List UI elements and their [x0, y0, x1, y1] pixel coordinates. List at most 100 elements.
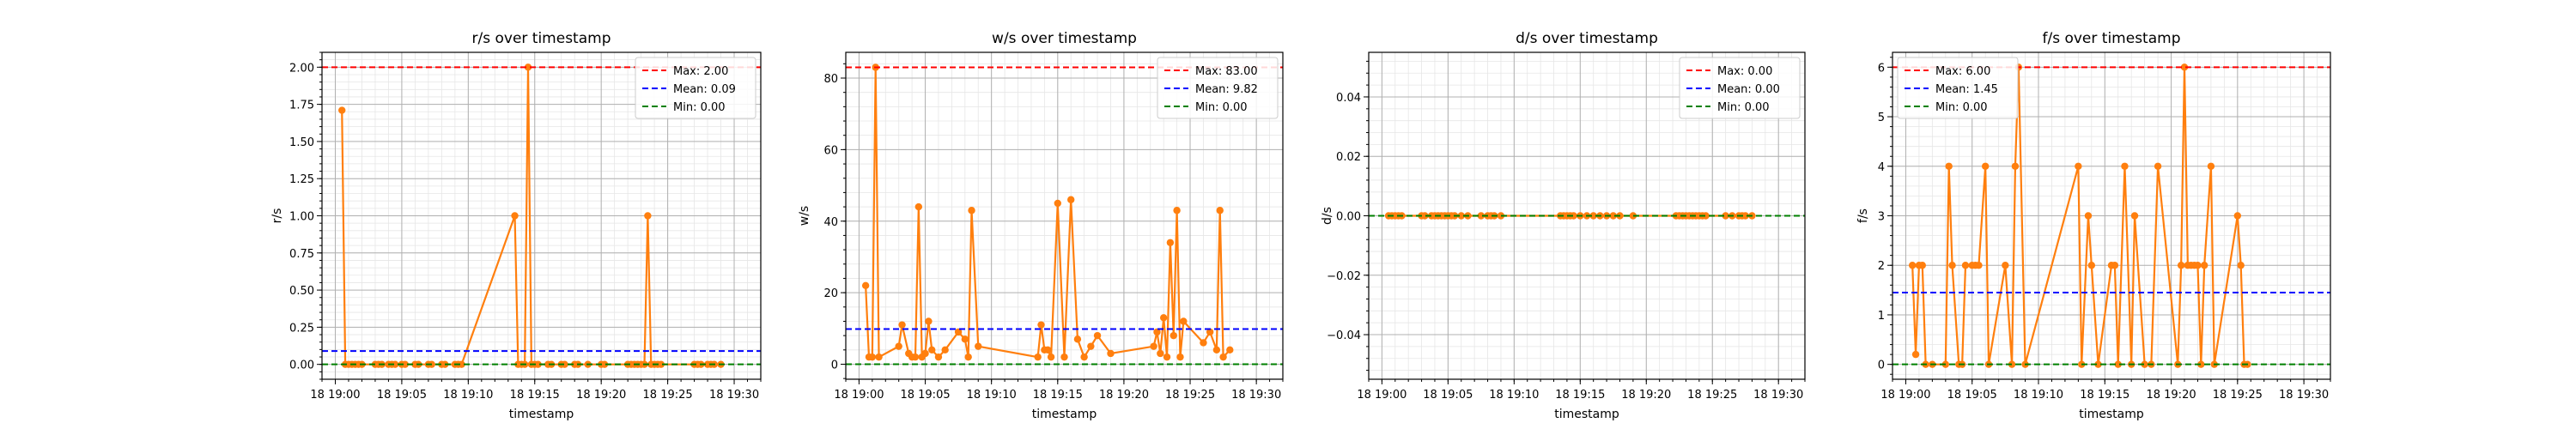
- data-point: [644, 212, 652, 220]
- data-point: [911, 353, 920, 361]
- data-point: [1170, 331, 1177, 340]
- chart-panel-3: 18 19:00 18 19:05 18 19:10 18 19:15 18 19:20…: [1321, 30, 1806, 421]
- data-point: [1212, 346, 1221, 354]
- x-tick-label: 18 19:30: [1231, 389, 1281, 402]
- x-tick-label: 18 19:00: [1880, 389, 1930, 402]
- x-axis-label: timestamp: [2079, 408, 2144, 421]
- y-tick-label: 2.00: [289, 62, 314, 75]
- data-point: [1037, 321, 1045, 329]
- y-tick-label: 1.25: [289, 173, 314, 186]
- data-point: [401, 360, 409, 368]
- x-axis-label: timestamp: [1554, 408, 1619, 421]
- data-point: [875, 353, 883, 361]
- y-tick-label: 60: [823, 144, 838, 157]
- data-point: [868, 353, 877, 361]
- y-tick-label: 6: [1878, 62, 1885, 75]
- legend-box: [635, 57, 756, 119]
- data-point: [1073, 335, 1082, 343]
- chart-panel-2: 18 19:00 18 19:05 18 19:10 18 19:15 18 19:20…: [798, 30, 1284, 421]
- data-point: [961, 335, 969, 343]
- data-point: [1044, 346, 1052, 354]
- data-point: [1157, 349, 1164, 358]
- data-point: [2002, 262, 2009, 269]
- data-point: [1153, 328, 1161, 336]
- data-point: [1629, 212, 1637, 220]
- legend-box: [1157, 57, 1279, 119]
- data-point: [1226, 346, 1234, 354]
- data-point: [391, 360, 399, 368]
- x-tick-label: 18 19:25: [1165, 389, 1215, 402]
- y-tick-label: 0.04: [1336, 92, 1361, 105]
- data-point: [914, 202, 923, 211]
- data-point: [1421, 212, 1429, 220]
- data-point: [2121, 162, 2129, 170]
- data-point: [657, 360, 665, 368]
- legend-label: Max: 83.00: [1195, 65, 1258, 78]
- data-point: [1722, 212, 1729, 220]
- data-point: [1087, 342, 1095, 350]
- legend-label: Mean: 1.45: [1935, 83, 1998, 96]
- data-point: [2180, 63, 2189, 71]
- x-tick-label: 18 19:20: [1621, 389, 1671, 402]
- data-point: [1477, 212, 1485, 220]
- x-tick-label: 18 19:05: [1423, 389, 1473, 402]
- legend: Max: 2.00 Mean: 0.09 Min: 0.00: [635, 57, 756, 119]
- x-tick-label: 18 19:15: [2080, 389, 2129, 402]
- x-tick-label: 18 19:30: [709, 389, 759, 402]
- chart-panel-4: 18 19:00 18 19:05 18 19:10 18 19:15 18 19:20…: [1856, 30, 2331, 421]
- data-point: [2207, 162, 2215, 170]
- data-point: [1206, 328, 1214, 336]
- x-tick-label: 18 19:10: [2014, 389, 2063, 402]
- data-point: [1176, 353, 1184, 361]
- data-point: [928, 346, 936, 354]
- y-tick-label: 80: [823, 73, 838, 86]
- y-tick-label: 1.50: [289, 136, 314, 149]
- data-point: [2194, 262, 2202, 269]
- legend-label: Mean: 0.00: [1717, 83, 1780, 96]
- y-axis-label: w/s: [798, 206, 811, 226]
- data-point: [941, 346, 949, 354]
- x-axis-label: timestamp: [1032, 408, 1097, 421]
- data-point: [524, 63, 532, 71]
- data-point: [2130, 212, 2139, 220]
- data-point: [1047, 353, 1055, 361]
- chart-title: r/s over timestamp: [472, 30, 611, 47]
- data-point: [1589, 212, 1597, 220]
- x-tick-label: 18 19:20: [1099, 389, 1149, 402]
- data-point: [2075, 162, 2082, 170]
- chart-title: w/s over timestamp: [992, 30, 1137, 47]
- data-point: [921, 349, 929, 358]
- legend-label: Mean: 0.09: [673, 83, 736, 96]
- data-point: [1702, 212, 1710, 220]
- data-point: [1961, 262, 1970, 269]
- data-point: [1180, 317, 1188, 325]
- legend-label: Min: 0.00: [1717, 101, 1770, 114]
- x-tick-label: 18 19:25: [2213, 389, 2263, 402]
- legend: Max: 83.00 Mean: 9.82 Min: 0.00: [1157, 57, 1279, 119]
- data-point: [861, 281, 870, 289]
- data-point: [1166, 239, 1175, 246]
- data-point: [2008, 360, 2016, 368]
- legend-label: Max: 0.00: [1717, 65, 1772, 78]
- y-tick-label: 0.75: [289, 248, 314, 261]
- x-tick-label: 18 19:20: [576, 389, 626, 402]
- y-tick-label: 1: [1878, 310, 1885, 323]
- x-tick-label: 18 19:10: [443, 389, 493, 402]
- legend-label: Min: 0.00: [1195, 101, 1248, 114]
- y-tick-label: 5: [1878, 112, 1885, 124]
- legend-box: [1897, 57, 2019, 119]
- y-tick-label: 4: [1878, 161, 1885, 174]
- data-point: [2087, 262, 2096, 269]
- data-point: [1216, 207, 1224, 214]
- data-point: [2237, 262, 2245, 269]
- data-point: [2011, 162, 2020, 170]
- y-tick-label: 0.25: [289, 322, 314, 335]
- data-point: [2111, 262, 2119, 269]
- y-tick-label: 1.00: [289, 211, 314, 224]
- y-tick-label: 0.00: [289, 360, 314, 372]
- data-point: [2141, 360, 2148, 368]
- data-point: [898, 321, 906, 329]
- x-tick-label: 18 19:05: [900, 389, 950, 402]
- legend-label: Min: 0.00: [1935, 101, 1988, 114]
